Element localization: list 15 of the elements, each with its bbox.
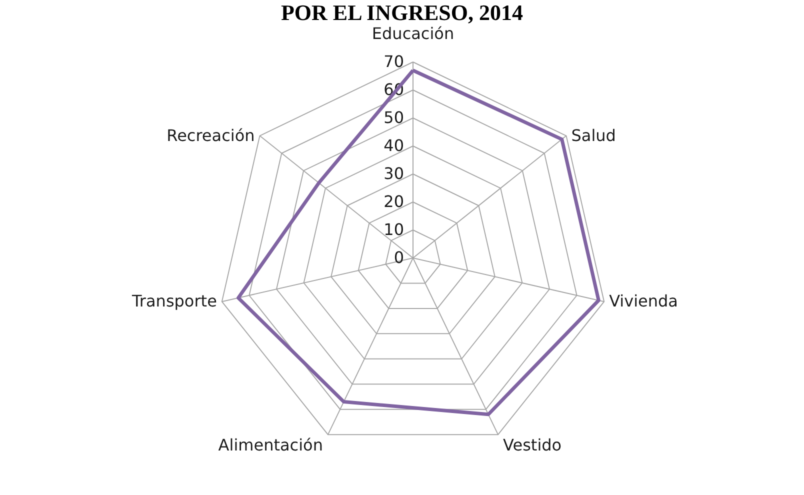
spoke-label: Alimentación <box>218 436 323 455</box>
y-tick-label: 50 <box>384 108 404 127</box>
spoke-label: Vestido <box>503 436 562 455</box>
y-tick-label: 70 <box>384 52 404 71</box>
spoke-label: Educación <box>372 24 454 43</box>
spoke-label: Salud <box>571 126 616 145</box>
y-tick-label: 0 <box>394 248 404 267</box>
spoke-label: Vivienda <box>609 292 678 311</box>
y-tick-label: 30 <box>384 164 404 183</box>
chart-title: POR EL INGRESO, 2014 <box>280 0 524 26</box>
spoke-label: Recreación <box>166 126 255 145</box>
y-tick-label: 20 <box>384 192 404 211</box>
y-tick-label: 10 <box>384 220 404 239</box>
spoke-label: Transporte <box>130 292 217 311</box>
y-tick-label: 40 <box>384 136 404 155</box>
